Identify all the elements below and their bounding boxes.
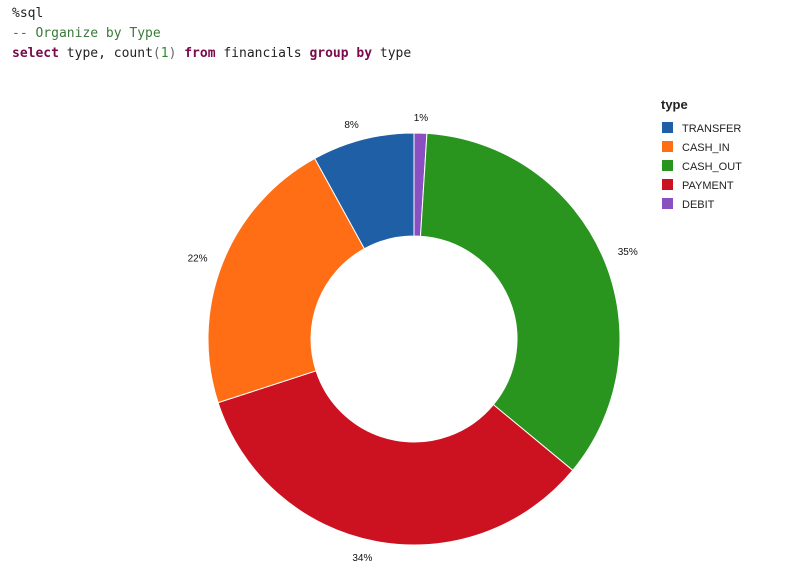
kw-group: group <box>309 46 349 61</box>
legend-label-cash-in[interactable]: CASH_IN <box>682 142 730 154</box>
legend-swatch-cash-out[interactable] <box>662 160 673 171</box>
legend-swatch-payment[interactable] <box>662 179 673 190</box>
slice-label-payment: 34% <box>352 553 372 564</box>
kw-from: from <box>176 46 216 61</box>
slice-labels: 1% 35% 34% 22% 8% <box>188 113 638 564</box>
legend-label-debit[interactable]: DEBIT <box>682 199 715 211</box>
sql-comment: -- Organize by Type <box>12 26 161 41</box>
slice-cash-out[interactable] <box>419 132 621 472</box>
kw-select: select <box>12 46 59 61</box>
table-name: financials <box>215 46 310 61</box>
magic-command: %sql <box>12 6 44 21</box>
slice-cash-in[interactable] <box>207 157 366 404</box>
slice-payment[interactable] <box>217 370 574 546</box>
slice-label-transfer: 8% <box>344 120 359 131</box>
fn-count: count <box>113 46 153 61</box>
query-line: select type, count(1) from financials gr… <box>12 44 411 64</box>
comment-line: -- Organize by Type <box>12 24 411 44</box>
paren-open: ( <box>152 46 161 61</box>
slice-label-cash-out: 35% <box>618 247 638 258</box>
legend-title: type <box>661 97 688 112</box>
magic-line: %sql <box>12 4 411 24</box>
slice-label-debit: 1% <box>414 113 429 124</box>
count-arg: 1 <box>160 46 169 61</box>
slice-transfer[interactable] <box>314 132 415 250</box>
paren-close: ) <box>168 46 177 61</box>
kw-by: by <box>348 46 373 61</box>
donut-slices <box>207 132 621 546</box>
legend-swatch-transfer[interactable] <box>662 122 673 133</box>
legend: type TRANSFER CASH_IN CASH_OUT PAYMENT DEBIT <box>661 97 742 211</box>
slice-label-cash-in: 22% <box>188 253 208 264</box>
legend-swatch-debit[interactable] <box>662 198 673 209</box>
col-type: type, <box>58 46 114 61</box>
group-col: type <box>372 46 412 61</box>
sql-code-cell[interactable]: %sql -- Organize by Type select type, coun… <box>12 4 411 64</box>
legend-label-transfer[interactable]: TRANSFER <box>682 123 741 135</box>
legend-label-cash-out[interactable]: CASH_OUT <box>682 161 742 173</box>
legend-label-payment[interactable]: PAYMENT <box>682 180 734 192</box>
legend-swatch-cash-in[interactable] <box>662 141 673 152</box>
